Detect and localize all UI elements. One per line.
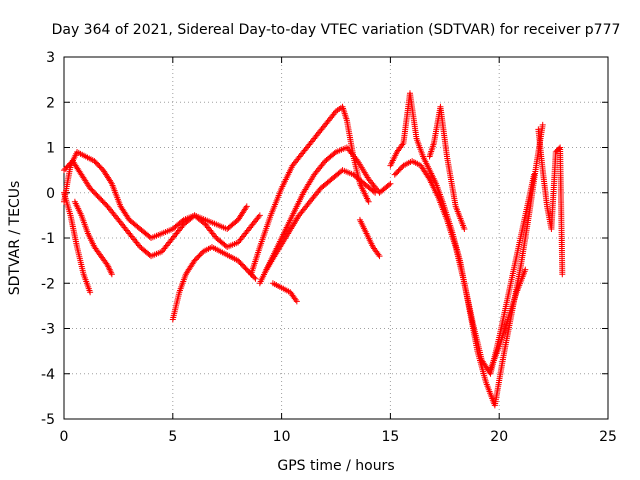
data-point bbox=[376, 253, 383, 260]
chart-title: Day 364 of 2021, Sidereal Day-to-day VTE… bbox=[52, 22, 621, 38]
data-point bbox=[539, 121, 546, 128]
y-tick-label: -3 bbox=[41, 322, 55, 338]
y-tick-label: -1 bbox=[41, 231, 55, 247]
x-tick-label: 5 bbox=[168, 429, 177, 445]
series-s10 bbox=[356, 216, 383, 260]
series-s12 bbox=[391, 158, 538, 377]
data-point bbox=[201, 220, 208, 227]
series-s2 bbox=[61, 158, 263, 260]
data-point bbox=[461, 225, 468, 232]
data-point bbox=[243, 203, 250, 210]
series-s6 bbox=[248, 103, 372, 278]
series-s8 bbox=[263, 167, 379, 273]
y-tick-label: 1 bbox=[46, 141, 55, 157]
series-s13 bbox=[426, 103, 468, 232]
data-point bbox=[365, 198, 372, 205]
data-point bbox=[251, 274, 258, 281]
series-s11 bbox=[387, 90, 546, 409]
data-point bbox=[256, 212, 263, 219]
data-point bbox=[108, 271, 115, 278]
data-point bbox=[559, 271, 566, 278]
data-points bbox=[61, 90, 566, 409]
x-tick-label: 0 bbox=[60, 429, 69, 445]
y-tick-label: 0 bbox=[46, 186, 55, 202]
y-tick-label: -2 bbox=[41, 276, 55, 292]
series-s7 bbox=[256, 144, 394, 287]
data-point bbox=[293, 298, 300, 305]
x-tick-label: 20 bbox=[490, 429, 508, 445]
x-tick-label: 10 bbox=[273, 429, 291, 445]
data-point bbox=[370, 188, 377, 195]
y-tick-label: -4 bbox=[41, 367, 55, 383]
series-s15 bbox=[535, 126, 566, 278]
series-s5 bbox=[169, 244, 259, 323]
series-s4 bbox=[71, 198, 115, 278]
y-axis-label: SDTVAR / TECUs bbox=[7, 181, 23, 296]
data-point bbox=[331, 150, 338, 157]
x-tick-label: 15 bbox=[381, 429, 399, 445]
series-s3 bbox=[61, 189, 94, 296]
x-tick-label: 25 bbox=[599, 429, 617, 445]
data-point bbox=[372, 189, 379, 196]
data-point bbox=[252, 275, 259, 282]
data-point bbox=[522, 266, 529, 273]
series-s1 bbox=[61, 149, 250, 241]
data-point bbox=[556, 145, 563, 152]
series-s14 bbox=[487, 266, 529, 373]
data-point bbox=[386, 181, 393, 188]
series-s9 bbox=[269, 280, 300, 305]
tick-layer: 0 5 10 15 20 25 -5 -4 -3 -2 -1 0 1 2 3 bbox=[41, 50, 617, 445]
data-point bbox=[387, 180, 394, 187]
data-point bbox=[531, 171, 538, 178]
y-tick-label: -5 bbox=[41, 412, 55, 428]
y-tick-label: 2 bbox=[46, 95, 55, 111]
x-axis-label: GPS time / hours bbox=[277, 458, 394, 474]
y-tick-label: 3 bbox=[46, 50, 55, 66]
data-point bbox=[87, 289, 94, 296]
